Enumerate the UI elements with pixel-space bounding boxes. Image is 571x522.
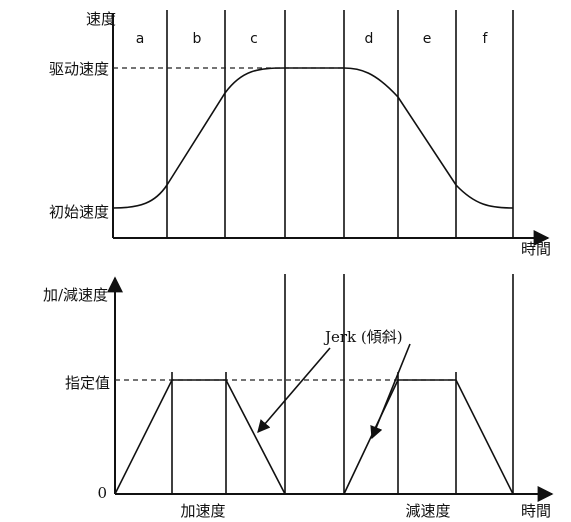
acceleration-graph: 加/減速度 指定值 0 Jerk (傾斜) 加速度 減速度 時間 [43,274,554,520]
deceleration-label: 減速度 [405,502,450,520]
jerk-arrow-left [257,347,331,433]
accel-segment-boundaries [171,274,514,494]
segment-label-a: a [136,31,145,47]
zero-label: 0 [97,484,107,502]
speed-axis-label: 速度 [86,10,116,28]
acceleration-trapezoid [114,379,286,495]
segment-label-e: e [423,31,432,47]
segment-label-c: c [250,31,258,47]
speed-s-curve [112,67,514,209]
accel-axis-label: 加/減速度 [43,286,108,304]
speed-time-axis-label: 時間 [521,240,551,258]
segment-boundaries [166,10,514,238]
jerk-label: Jerk (傾斜) [323,328,403,346]
segment-label-f: f [483,31,489,47]
initial-speed-label: 初始速度 [49,203,109,221]
accel-time-axis-label: 時間 [521,502,551,520]
drive-speed-label: 驱动速度 [49,60,109,78]
jerk-arrow-right [370,343,411,440]
segment-label-d: d [365,31,374,47]
acceleration-label: 加速度 [180,502,225,520]
deceleration-trapezoid [343,379,514,495]
segment-label-b: b [193,31,202,47]
speed-graph: 速度 驱动速度 初始速度 時間 a b c d e f [49,10,551,258]
specified-value-label: 指定值 [65,374,110,392]
